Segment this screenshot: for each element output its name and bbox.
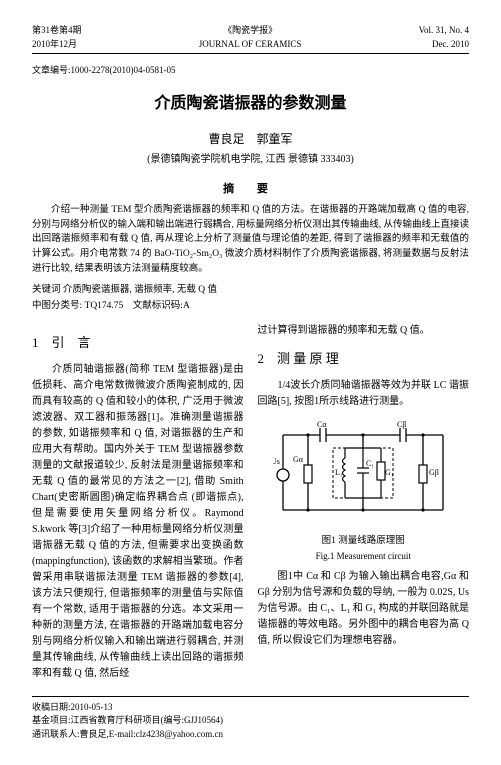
section-2-body-1: 1/4波长介质同轴谐振器等效为并联 LC 谐振回路[5], 按图1所示线路进行测… — [258, 378, 470, 410]
label-l1: L₁ — [335, 468, 343, 477]
header-rule — [32, 53, 469, 54]
abstract-heading: 摘 要 — [32, 181, 469, 198]
vol-issue-en: Vol. 31, No. 4 — [419, 24, 469, 38]
journal-title-cn: 《陶瓷学报》 — [82, 24, 419, 38]
funding: 基金项目:江西省教育厅科研项目(编号:GJJ10564) — [32, 714, 469, 728]
section-1-body: 介质同轴谐振器(简称 TEM 型谐振器)是由低损耗、高介电常数微微波介质陶瓷制成… — [32, 362, 244, 682]
date-en: Dec. 2010 — [419, 38, 469, 52]
right-column: 过计算得到谐振器的频率和无载 Q 值。 2 测 量 原 理 1/4波长介质同轴谐… — [258, 323, 470, 682]
received-date: 收稿日期:2010-05-13 — [32, 701, 469, 715]
section-2-head: 2 测 量 原 理 — [258, 349, 470, 370]
header-center: 《陶瓷学报》 JOURNAL OF CERAMICS — [82, 24, 419, 51]
figure-1-caption-cn: 图1 测量线路原理图 — [258, 534, 470, 549]
journal-header: 第31卷第4期 2010年12月 《陶瓷学报》 JOURNAL OF CERAM… — [32, 24, 469, 51]
paper-title: 介质陶瓷谐振器的参数测量 — [32, 92, 469, 116]
header-left: 第31卷第4期 2010年12月 — [32, 24, 82, 51]
header-right: Vol. 31, No. 4 Dec. 2010 — [419, 24, 469, 51]
corresponding-author: 通讯联系人:曹良足,E-mail:clz4238@yahoo.com.cn — [32, 728, 469, 742]
keywords: 关键词 介质陶瓷谐振器, 谐振频率, 无载 Q 值 — [32, 283, 469, 297]
label-cb: Cβ — [397, 420, 406, 429]
left-column: 1 引 言 介质同轴谐振器(简称 TEM 型谐振器)是由低损耗、高介电常数微微波… — [32, 323, 244, 682]
journal-title-en: JOURNAL OF CERAMICS — [82, 38, 419, 52]
section-1-head: 1 引 言 — [32, 333, 244, 354]
two-column-body: 1 引 言 介质同轴谐振器(简称 TEM 型谐振器)是由低损耗、高介电常数微微波… — [32, 323, 469, 682]
circuit-diagram-icon: Cα Cβ Us Gα L₁ — [273, 420, 453, 530]
section-2-body-2: 图1中 Cα 和 Cβ 为输入输出耦合电容,Gα 和 Gβ 分别为信号源和负载的… — [258, 569, 470, 649]
clc: 中图分类号: TQ174.75 文献标识码:A — [32, 299, 469, 313]
label-us: Us — [273, 457, 280, 466]
date-cn: 2010年12月 — [32, 38, 82, 52]
footer-block: 收稿日期:2010-05-13 基金项目:江西省教育厅科研项目(编号:GJJ10… — [32, 696, 469, 742]
figure-1: Cα Cβ Us Gα L₁ — [258, 420, 470, 564]
vol-issue-cn: 第31卷第4期 — [32, 24, 82, 38]
label-gb: Gβ — [429, 468, 439, 477]
article-id: 文章编号:1000-2278(2010)04-0581-05 — [32, 64, 469, 78]
abstract-body: 介绍一种测量 TEM 型介质陶瓷谐振器的频率和 Q 值的方法。在谐振器的开路端加… — [32, 203, 469, 277]
label-ga: Gα — [293, 455, 304, 464]
label-ca: Cα — [317, 420, 327, 429]
label-c1: C₁ — [366, 459, 374, 468]
figure-1-caption-en: Fig.1 Measurement circuit — [258, 549, 470, 563]
label-g1: G₁ — [385, 468, 394, 477]
authors: 曹良足 郭童军 — [32, 130, 469, 148]
section-1-continue: 过计算得到谐振器的频率和无载 Q 值。 — [258, 323, 470, 339]
affiliation: (景德镇陶瓷学院机电学院, 江西 景德镇 333403) — [32, 152, 469, 167]
